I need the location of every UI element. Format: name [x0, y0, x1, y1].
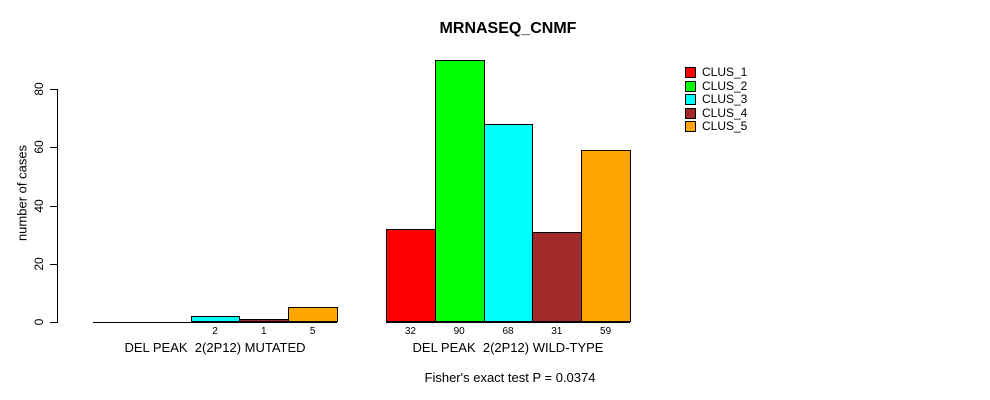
group-baseline [386, 322, 630, 323]
bar [386, 228, 436, 322]
y-tick [50, 263, 57, 265]
bar [239, 319, 290, 322]
y-tick-label: 20 [32, 257, 46, 271]
bar [190, 316, 241, 322]
y-tick [50, 205, 57, 207]
y-axis-line [57, 89, 58, 323]
bar-value-label: 5 [309, 326, 316, 337]
y-tick [50, 89, 57, 90]
bar-value-label: 90 [453, 326, 465, 337]
y-tick-label: 40 [32, 198, 46, 213]
y-tick [50, 322, 57, 323]
bar-value-label: 31 [551, 326, 563, 337]
bar [581, 150, 631, 322]
group-label: DEL PEAK 2(2P12) MUTATED [124, 340, 306, 355]
y-tick-label: 0 [32, 318, 46, 326]
bar-value-label: 59 [600, 326, 612, 337]
bar-value-label: 2 [212, 326, 218, 337]
bar [288, 307, 338, 322]
y-tick-label: 80 [32, 82, 46, 96]
group-baseline [93, 322, 337, 323]
chart-title: MRNASEQ_CNMF [439, 20, 577, 37]
bar [532, 231, 583, 322]
y-tick [50, 147, 57, 149]
y-tick-label: 60 [32, 140, 46, 154]
bar-value-label: 1 [261, 326, 267, 337]
bar-value-label: 32 [404, 326, 416, 337]
bar [483, 123, 534, 322]
group-label: DEL PEAK 2(2P12) WILD-TYPE [412, 340, 604, 355]
bar [434, 59, 485, 322]
bar-value-label: 68 [502, 326, 514, 337]
fisher-test-caption: Fisher's exact test P = 0.0374 [424, 370, 596, 385]
